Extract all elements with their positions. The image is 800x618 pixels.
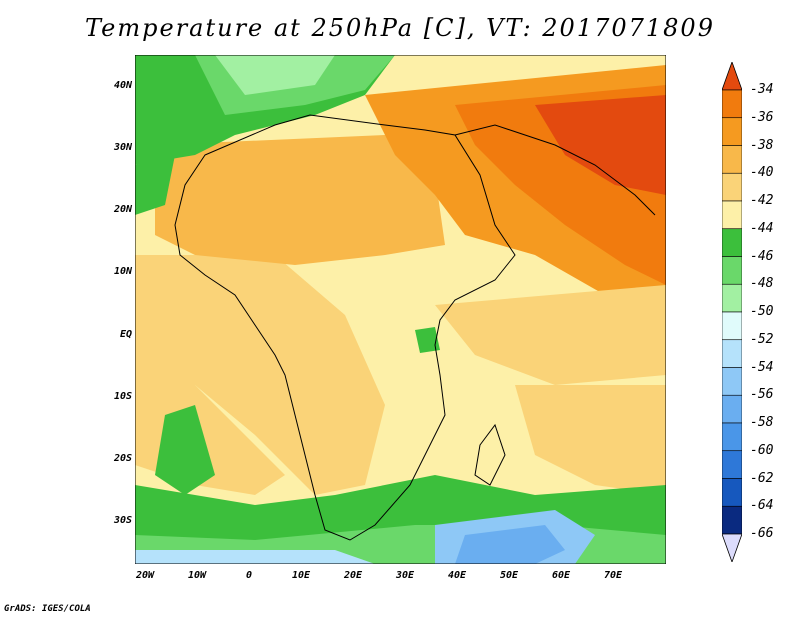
lat-label: 30S	[113, 515, 132, 526]
colorbar-swatch	[722, 422, 742, 452]
lon-label: 40E	[447, 570, 467, 581]
colorbar-swatch	[722, 228, 742, 257]
lon-label: 50E	[499, 570, 519, 581]
colorbar-swatch	[722, 450, 742, 479]
asia-coastline	[454, 124, 656, 216]
colorbar-label: -64	[750, 498, 774, 514]
field-southwest-lightblue	[135, 550, 375, 564]
colorbar-swatch	[722, 394, 742, 424]
lon-label: 30E	[395, 570, 415, 581]
colorbar-swatch	[722, 339, 742, 368]
colorbar-bottom-arrow	[722, 533, 742, 562]
field-atlantic-south-green	[155, 405, 215, 495]
field-indian-ocean	[435, 285, 666, 385]
lon-label: 70E	[603, 570, 623, 581]
colorbar-label: -38	[750, 137, 774, 153]
colorbar-label: -54	[750, 359, 774, 375]
colorbar-label: -60	[750, 442, 774, 458]
footer-credit: GrADS: IGES/COLA	[4, 604, 91, 614]
colorbar-label: -46	[750, 248, 774, 264]
colorbar-label: -52	[750, 331, 774, 347]
colorbar-label: -62	[750, 470, 774, 486]
colorbar-label: -58	[750, 415, 774, 430]
madagascar-coastline	[474, 423, 506, 486]
colorbar-swatch	[722, 145, 742, 174]
colorbar-swatch	[722, 505, 742, 535]
colorbar	[722, 62, 742, 562]
colorbar-label: -42	[750, 193, 774, 208]
colorbar-label: -36	[750, 109, 774, 125]
lat-label: 10S	[113, 391, 132, 402]
colorbar-swatch	[722, 256, 742, 285]
colorbar-swatch	[722, 367, 742, 396]
lat-label: 30N	[113, 142, 132, 153]
lon-label: 20W	[135, 570, 155, 581]
colorbar-label: -50	[750, 304, 774, 319]
field-tropics-warm	[135, 255, 385, 495]
colorbar-label: -48	[750, 276, 774, 292]
lat-label: 20S	[113, 453, 132, 464]
lat-label: 10N	[113, 266, 132, 277]
colorbar-top-arrow	[722, 62, 742, 91]
colorbar-label: -66	[750, 526, 774, 541]
field-lake-victoria	[415, 327, 440, 353]
lat-label: EQ	[119, 329, 132, 340]
temperature-map	[135, 55, 666, 564]
field-mediterranean	[215, 55, 335, 95]
colorbar-swatch	[722, 283, 742, 313]
lon-label: 60E	[551, 570, 571, 581]
colorbar-label: -34	[750, 82, 774, 97]
field-atlantic-green	[135, 155, 175, 215]
colorbar-label: -56	[750, 387, 774, 403]
field-southern-ocean-deepblue	[455, 525, 565, 564]
lat-label: 40N	[113, 80, 132, 91]
lon-label: 10E	[291, 570, 311, 581]
colorbar-label: -44	[750, 220, 774, 236]
lon-label: 0	[245, 570, 253, 581]
colorbar-swatch	[722, 311, 742, 341]
map-title: Temperature at 250hPa [C], VT: 201707180…	[85, 14, 715, 42]
field-asia-hottest	[535, 95, 666, 195]
colorbar-label: -40	[750, 165, 774, 181]
lat-label: 20N	[113, 204, 132, 215]
field-sahara	[155, 135, 445, 265]
colorbar-swatch	[722, 117, 742, 146]
lon-label: 10W	[187, 570, 207, 581]
colorbar-swatch	[722, 200, 742, 230]
colorbar-swatch	[722, 89, 742, 119]
colorbar-swatch	[722, 172, 742, 202]
field-south-indian	[515, 385, 666, 495]
colorbar-swatch	[722, 478, 742, 507]
lon-label: 20E	[343, 570, 363, 581]
